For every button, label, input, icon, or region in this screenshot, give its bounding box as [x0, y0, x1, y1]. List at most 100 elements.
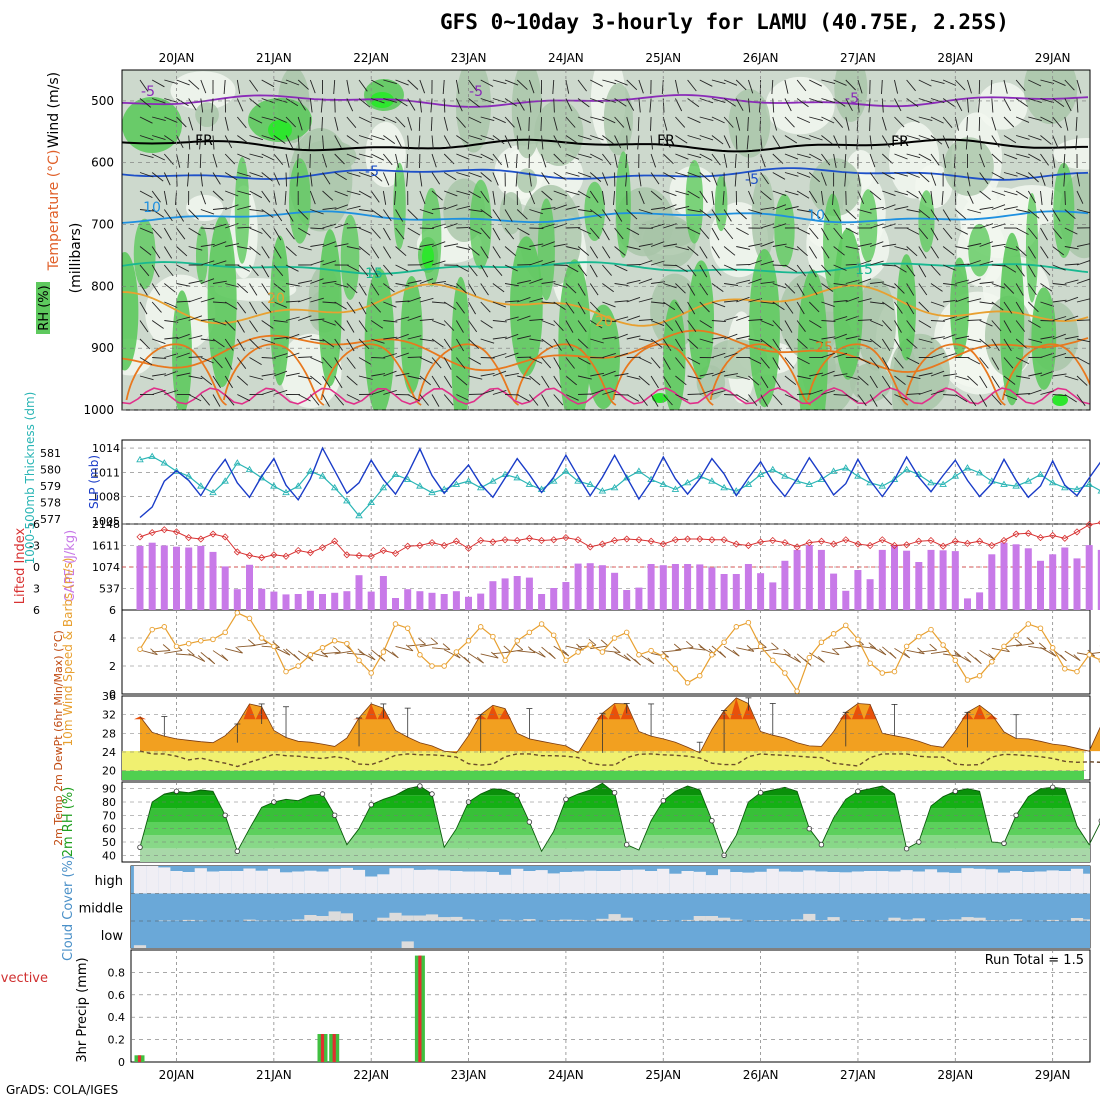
rh-green-plume	[393, 163, 406, 250]
bottom-date-label: 23JAN	[451, 1068, 487, 1082]
cloud-high-bar	[572, 872, 584, 894]
bottom-date-label: 20JAN	[159, 1068, 195, 1082]
rh-tick-label: 70	[102, 809, 116, 822]
cloud-low-bar	[402, 941, 414, 948]
cape-bar	[234, 589, 241, 610]
rh-point	[953, 789, 958, 794]
upper-wind-barb	[578, 394, 592, 395]
slp-tick-label: 1014	[92, 442, 120, 455]
wind-speed-point	[868, 661, 873, 666]
wind-speed-point	[1014, 633, 1019, 638]
wind-speed-point	[661, 654, 666, 659]
wind-tick-label: 6	[109, 604, 116, 617]
surface-wind-barb-flag	[464, 657, 470, 663]
surface-wind-barb	[359, 652, 375, 660]
temperature-legend-label: Temperature (°C)	[46, 150, 62, 272]
cape-bar	[623, 590, 630, 610]
rh-green-plume	[688, 260, 714, 378]
wind-speed-point	[576, 650, 581, 655]
pressure-tick-label: 900	[91, 341, 114, 355]
cloud-high-bar	[742, 873, 754, 894]
upper-wind-barb	[529, 117, 530, 131]
upper-wind-barb	[200, 154, 201, 168]
cape-bar	[1049, 554, 1056, 610]
cape-bar	[477, 594, 484, 610]
wind-speed-point	[247, 616, 252, 621]
upper-wind-barb	[1065, 191, 1066, 205]
surface-wind-barb-flag	[635, 659, 641, 665]
rh-point	[904, 846, 909, 851]
wind-speed-point	[819, 640, 824, 645]
wind-speed-point	[539, 622, 544, 627]
cape-bar	[794, 550, 801, 610]
bottom-date-label: 22JAN	[353, 1068, 389, 1082]
wind-speed-point	[369, 671, 374, 676]
surface-wind-barb-flag	[686, 641, 693, 647]
thickness-tick-label: 579	[40, 480, 61, 493]
thickness-tick-label: 581	[40, 447, 61, 460]
cape-bar	[514, 576, 521, 610]
upper-wind-barb	[688, 394, 702, 395]
surface-wind-barb-flag	[975, 658, 981, 664]
rh-point	[320, 792, 325, 797]
surface-wind-barb-flag	[1060, 655, 1066, 661]
cloud-high-bar	[170, 871, 182, 894]
cloud-high-bar	[402, 868, 414, 893]
cape-bar	[1061, 548, 1068, 611]
cape-bar	[1074, 558, 1081, 610]
isotherm-label: FR	[891, 134, 909, 150]
cloud-middle-bar	[450, 917, 462, 921]
cloud-high-bar	[462, 872, 474, 894]
wind-speed-point	[1002, 644, 1007, 649]
temp-band-yellow	[122, 751, 1084, 771]
isotherm-label: -5	[365, 164, 379, 180]
top-date-label: 26JAN	[743, 51, 779, 65]
rh-point	[661, 798, 666, 803]
rh-green-plume	[196, 226, 208, 284]
rh-green-blob	[122, 97, 182, 153]
cape-bar	[733, 574, 740, 610]
top-date-label: 21JAN	[256, 51, 292, 65]
upper-wind-barb	[335, 99, 336, 113]
cape-bar	[879, 550, 886, 610]
upper-wind-barb	[638, 117, 639, 131]
surface-wind-barb-flag	[516, 644, 523, 650]
isotherm-label: 20	[267, 291, 285, 307]
cape-bar	[453, 591, 460, 610]
surface-wind-barb	[250, 643, 268, 646]
precip-tick-label: 0.6	[108, 989, 126, 1002]
cape-bar	[842, 591, 849, 610]
surface-wind-barb-flag	[209, 658, 215, 664]
cape-bar	[891, 545, 898, 610]
rh-point	[138, 845, 143, 850]
cloud-high-bar	[1095, 867, 1100, 893]
rh-legend-label: RH (%)	[37, 285, 52, 330]
rh-point	[612, 790, 617, 795]
thickness-tick-label: 577	[40, 513, 61, 526]
lifted-index-point	[137, 534, 143, 540]
upper-wind-barb	[419, 117, 420, 131]
upper-wind-barb	[846, 136, 847, 150]
wind-speed-point	[527, 630, 532, 635]
cape-bar	[721, 574, 728, 610]
cape-bar	[1025, 548, 1032, 610]
cloud-high-bar	[609, 871, 621, 894]
wind-speed-point	[1075, 669, 1080, 674]
cloud-row-label: middle	[79, 902, 123, 917]
wind-speed-point	[734, 625, 739, 630]
wind-speed-point	[673, 667, 678, 672]
cloud-middle-bar	[402, 916, 414, 922]
top-date-label: 25JAN	[645, 51, 681, 65]
cloud-low-bar	[1095, 947, 1100, 949]
temp-tick-label: 32	[102, 709, 116, 722]
cloud-high-bar	[876, 871, 888, 894]
wind-speed-point	[1050, 646, 1055, 651]
wind-speed-point	[844, 623, 849, 628]
cape-bar	[161, 546, 168, 611]
bottom-date-label: 24JAN	[548, 1068, 584, 1082]
wind-legend-label: Wind (m/s)	[46, 72, 62, 148]
top-date-label: 20JAN	[159, 51, 195, 65]
wind-speed-point	[1026, 622, 1031, 627]
isotherm-label: FR	[195, 133, 213, 149]
run-total-label: Run Total = 1.5	[985, 953, 1084, 968]
